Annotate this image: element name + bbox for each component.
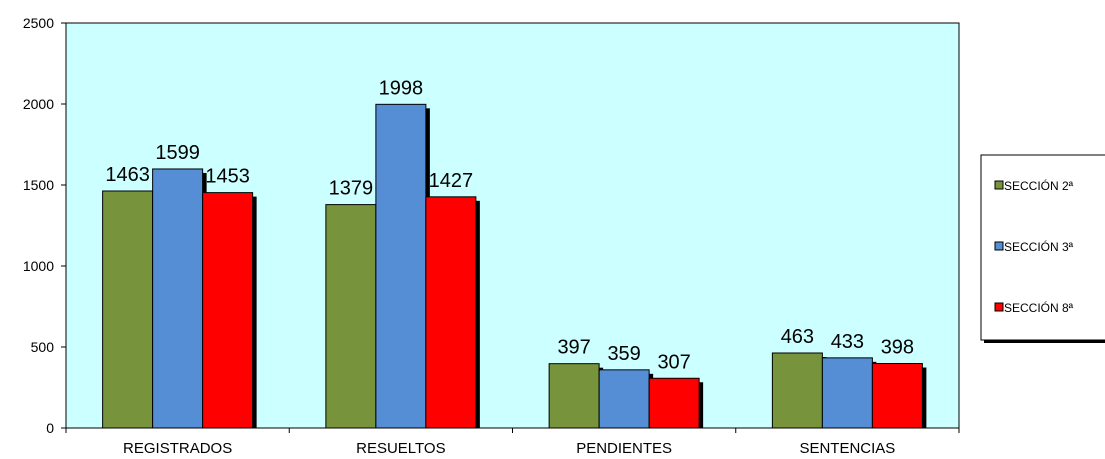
bar [821,357,873,429]
legend-swatch [994,241,1004,251]
legend: SECCIÓN 2ª SECCIÓN 3ª SECCIÓN 8ª [980,154,1105,343]
x-category-label: PENDIENTES [576,440,672,457]
y-tick-label: 2500 [23,15,54,31]
legend-label: SECCIÓN 8ª [1004,300,1074,315]
data-label: 359 [607,343,640,365]
bar [325,204,377,429]
x-axis: REGISTRADOS RESUELTOS PENDIENTES SENTENCIAS [65,428,960,457]
x-category-label: RESUELTOS [356,440,445,457]
data-label: 1453 [205,166,250,188]
data-label: 398 [881,337,914,359]
x-category-label: REGISTRADOS [123,440,232,457]
bar [548,363,600,429]
y-tick-label: 500 [31,339,55,355]
legend-swatch [994,180,1004,190]
y-axis: 0 500 1000 1500 2000 2500 [23,15,66,436]
bar [598,369,650,429]
bar [375,103,427,429]
bar [871,363,923,429]
data-label: 1427 [429,170,474,192]
data-label: 1599 [155,142,200,164]
bar [202,192,254,429]
bars [102,103,927,429]
y-tick-label: 1000 [23,258,54,274]
bar [152,168,204,429]
data-label: 433 [831,331,864,353]
x-category-label: SENTENCIAS [799,440,895,457]
legend-label: SECCIÓN 3ª [1004,239,1074,254]
y-tick-label: 0 [46,420,54,436]
y-tick-label: 2000 [23,96,54,112]
legend-label: SECCIÓN 2ª [1004,178,1074,193]
data-label: 307 [657,351,690,373]
bar [425,196,477,429]
data-label: 1379 [329,178,374,200]
bar [102,190,154,429]
y-tick-label: 1500 [23,177,54,193]
data-labels: 1463 1379 397 463 1599 1998 359 433 1453 1427 307 3… [105,77,914,373]
legend-swatch [994,302,1004,312]
data-label: 1463 [105,164,150,186]
bar [648,377,700,429]
data-label: 397 [557,337,590,359]
data-label: 463 [781,326,814,348]
data-label: 1998 [379,77,424,99]
bar [771,352,823,429]
